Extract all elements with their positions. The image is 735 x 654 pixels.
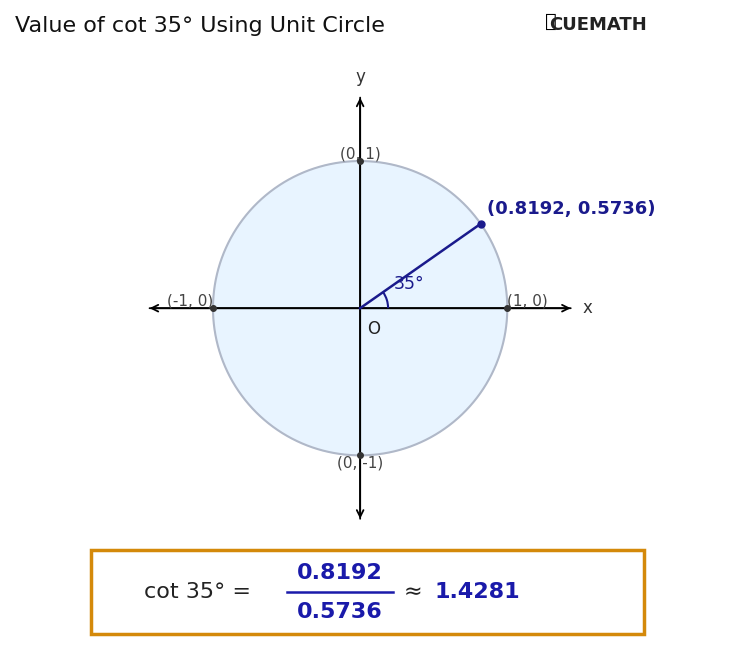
Text: (0.8192, 0.5736): (0.8192, 0.5736) [487, 200, 655, 218]
Text: x: x [582, 299, 592, 317]
Text: 0.5736: 0.5736 [297, 602, 382, 621]
Text: 0.8192: 0.8192 [297, 562, 382, 583]
Text: Value of cot 35° Using Unit Circle: Value of cot 35° Using Unit Circle [15, 16, 384, 37]
Text: (1, 0): (1, 0) [507, 293, 548, 308]
Text: O: O [368, 320, 381, 338]
Text: 1.4281: 1.4281 [434, 582, 520, 602]
FancyBboxPatch shape [91, 550, 644, 634]
Text: cot 35° =: cot 35° = [144, 582, 258, 602]
Text: 🚀: 🚀 [545, 12, 557, 31]
Text: CUEMATH: CUEMATH [549, 16, 647, 35]
Text: y: y [355, 68, 365, 86]
Text: (0, 1): (0, 1) [340, 146, 381, 161]
Polygon shape [213, 161, 507, 455]
Text: ≈: ≈ [404, 582, 423, 602]
Text: (-1, 0): (-1, 0) [167, 293, 213, 308]
Text: (0, -1): (0, -1) [337, 455, 383, 470]
Text: 35°: 35° [394, 275, 425, 294]
